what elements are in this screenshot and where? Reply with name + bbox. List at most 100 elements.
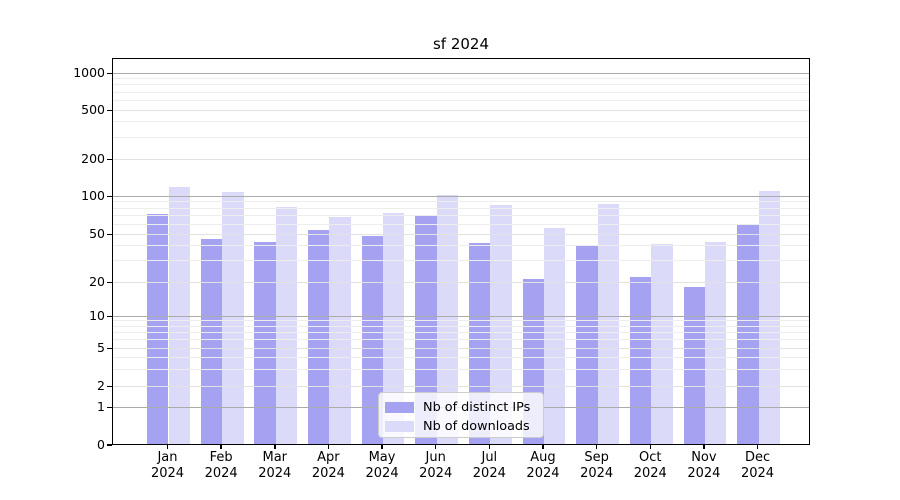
- bar-downloads-apr: [329, 216, 351, 444]
- gridline-6: [113, 339, 809, 341]
- y-tick-label: 1: [97, 399, 105, 414]
- bar-ips-oct: [629, 276, 652, 444]
- gridline-3: [113, 368, 809, 370]
- gridline-5: [113, 347, 809, 349]
- bar-downloads-jul: [490, 205, 512, 444]
- downloads-swatch-icon: [385, 420, 414, 432]
- gridline-90: [113, 201, 809, 203]
- gridline-1000: [113, 72, 809, 74]
- y-tick-200: [107, 158, 112, 160]
- gridlines-layer: [113, 59, 809, 444]
- y-tick-label: 5: [97, 340, 105, 355]
- gridline-30: [113, 260, 809, 262]
- legend-item-downloads: Nb of downloads: [385, 417, 543, 435]
- gridline-300: [113, 136, 809, 138]
- gridline-700: [113, 91, 809, 93]
- y-tick-1000: [107, 72, 112, 74]
- x-tick-label-may: May 2024: [365, 450, 399, 481]
- x-tick-label-dec: Dec 2024: [740, 450, 775, 481]
- bar-downloads-sep: [597, 203, 619, 444]
- y-tick-label: 50: [89, 226, 105, 241]
- x-tick-label-jan: Jan 2024: [150, 450, 185, 481]
- bar-downloads-dec: [758, 191, 780, 444]
- x-tick-label-aug: Aug 2024: [526, 450, 560, 481]
- gridline-70: [113, 215, 809, 217]
- gridline-800: [113, 84, 809, 86]
- y-tick-label: 1000: [73, 65, 105, 80]
- gridline-600: [113, 99, 809, 101]
- y-tick-1: [107, 406, 112, 408]
- bar-downloads-mar: [275, 206, 298, 444]
- bar-ips-feb: [200, 239, 223, 444]
- legend-item-distinct-ips: Nb of distinct IPs: [385, 398, 543, 416]
- gridline-20: [113, 281, 809, 283]
- bar-downloads-jun: [436, 195, 459, 444]
- x-tick-label-feb: Feb 2024: [204, 450, 238, 481]
- gridline-40: [113, 245, 809, 247]
- bar-ips-dec: [737, 225, 759, 444]
- gridline-500: [113, 109, 809, 111]
- y-tick-2: [107, 385, 112, 387]
- x-tick-label-jul: Jul 2024: [472, 450, 506, 481]
- x-tick-jun: [434, 445, 437, 449]
- legend-label: Nb of downloads: [423, 418, 530, 434]
- x-tick-label-oct: Oct 2024: [633, 450, 667, 481]
- gridline-50: [113, 233, 809, 235]
- y-tick-label: 20: [89, 274, 105, 289]
- x-tick-feb: [220, 445, 222, 449]
- x-tick-jul: [488, 445, 491, 449]
- x-tick-jan: [166, 445, 169, 449]
- gridline-80: [113, 207, 809, 209]
- y-tick-label: 200: [81, 151, 105, 166]
- gridline-10: [113, 315, 809, 317]
- y-tick-5: [107, 347, 112, 349]
- bar-downloads-feb: [222, 191, 244, 444]
- y-tick-20: [107, 281, 112, 283]
- y-tick-500: [107, 109, 112, 111]
- legend-label: Nb of distinct IPs: [423, 399, 531, 415]
- bar-downloads-nov: [704, 241, 727, 444]
- y-tick-0: [107, 444, 112, 446]
- y-tick-100: [107, 195, 112, 197]
- gridline-60: [113, 223, 809, 225]
- gridline-200: [113, 158, 809, 160]
- x-tick-may: [381, 445, 383, 449]
- x-tick-nov: [703, 445, 705, 449]
- gridline-4: [113, 356, 809, 358]
- x-tick-label-nov: Nov 2024: [687, 450, 721, 481]
- x-tick-aug: [542, 445, 544, 449]
- x-tick-apr: [327, 445, 330, 449]
- gridline-2: [113, 385, 809, 387]
- bar-ips-sep: [576, 246, 598, 444]
- y-tick-label: 2: [97, 378, 105, 393]
- y-tick-label: 0: [97, 436, 105, 452]
- legend: Nb of distinct IPs Nb of downloads: [378, 392, 544, 438]
- bar-ips-jun: [415, 215, 437, 444]
- gridline-900: [113, 78, 809, 80]
- y-tick-label: 10: [89, 308, 105, 323]
- x-tick-label-mar: Mar 2024: [258, 450, 292, 481]
- gridline-100: [113, 195, 809, 197]
- x-tick-mar: [274, 445, 276, 449]
- x-tick-label-sep: Sep 2024: [580, 450, 614, 481]
- gridline-7: [113, 331, 809, 333]
- x-tick-oct: [649, 445, 651, 449]
- plot-area: [112, 58, 810, 445]
- y-tick-50: [107, 233, 112, 235]
- x-tick-label-jun: Jun 2024: [419, 450, 453, 481]
- x-tick-label-apr: Apr 2024: [311, 450, 345, 481]
- gridline-400: [113, 121, 809, 123]
- x-tick-dec: [756, 445, 759, 449]
- bar-ips-apr: [308, 229, 330, 444]
- y-tick-10: [107, 315, 112, 317]
- y-tick-label: 100: [81, 188, 105, 203]
- chart-title: sf 2024: [432, 35, 490, 53]
- bar-downloads-oct: [651, 243, 673, 444]
- gridline-8: [113, 325, 809, 327]
- x-tick-sep: [595, 445, 598, 449]
- y-tick-label: 500: [81, 102, 105, 117]
- gridline-9: [113, 320, 809, 322]
- bar-ips-mar: [254, 241, 276, 444]
- distinct-ips-swatch-icon: [385, 401, 414, 413]
